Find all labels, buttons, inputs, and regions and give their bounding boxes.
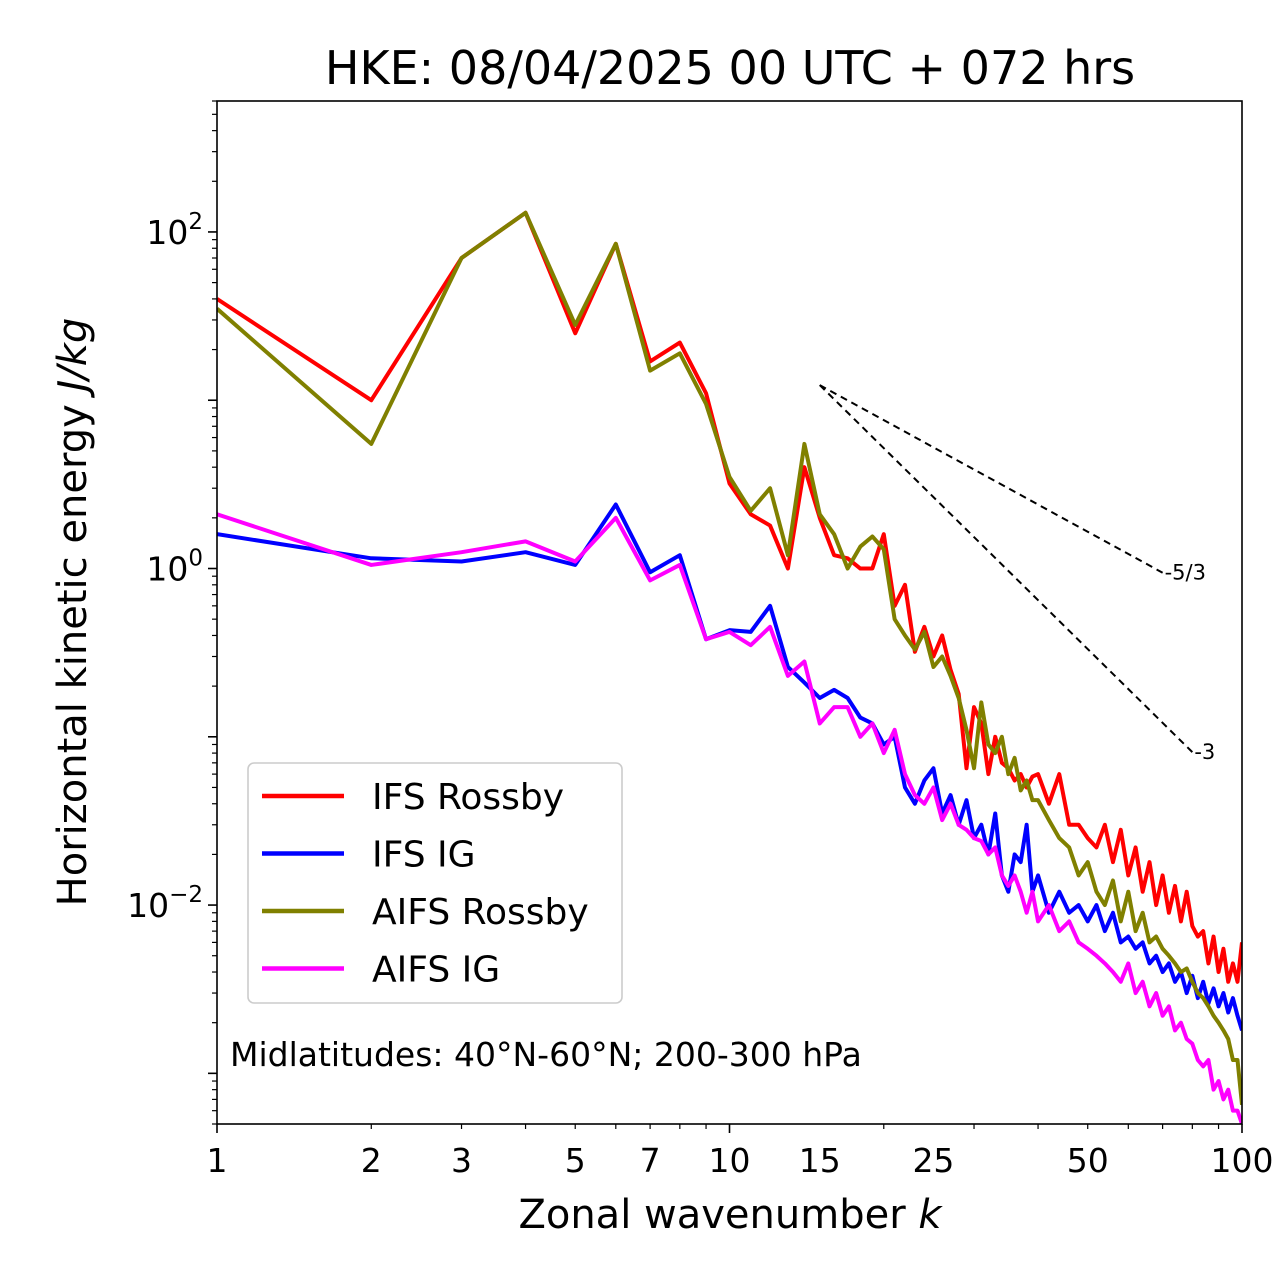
legend-label: IFS IG bbox=[372, 835, 476, 876]
x-tick-label: 5 bbox=[565, 1141, 586, 1180]
x-tick-label: 3 bbox=[451, 1141, 472, 1180]
y-axis-label: Horizontal kinetic energy J/kg bbox=[50, 318, 96, 907]
legend-items: IFS Rossby IFS IG AIFS Rossby AIFS IG bbox=[262, 777, 589, 991]
legend-label: AIFS IG bbox=[372, 950, 500, 991]
x-tick-label: 10 bbox=[709, 1141, 751, 1180]
x-axis-label: Zonal wavenumber k bbox=[518, 1192, 943, 1238]
series-line-ifs-rossby bbox=[217, 210, 1242, 984]
legend: IFS Rossby IFS IG AIFS Rossby AIFS IG bbox=[247, 762, 623, 1004]
region-annotation: Midlatitudes: 40°N-60°N; 200-300 hPa bbox=[230, 1035, 862, 1074]
legend-label: AIFS Rossby bbox=[372, 892, 589, 933]
y-tick-label: 10−2 bbox=[127, 882, 203, 925]
series-line-ifs-ig bbox=[217, 502, 1242, 1031]
x-tick-label: 50 bbox=[1067, 1141, 1109, 1180]
x-tick-label: 25 bbox=[912, 1141, 954, 1180]
x-tick-label: 15 bbox=[799, 1141, 841, 1180]
reference-slope-line bbox=[819, 384, 1164, 574]
chart-title: HKE: 08/04/2025 00 UTC + 072 hrs bbox=[325, 41, 1135, 95]
x-tick-label: 1 bbox=[207, 1141, 228, 1180]
series-line-aifs-ig bbox=[217, 512, 1242, 1124]
legend-label: IFS Rossby bbox=[372, 777, 564, 818]
x-tick-label: 2 bbox=[361, 1141, 382, 1180]
reference-slope-line bbox=[819, 384, 1194, 753]
y-axis-ticks: 102 100 10−2 bbox=[127, 100, 217, 1125]
reference-lines bbox=[819, 384, 1194, 753]
legend-box bbox=[247, 762, 623, 1004]
x-tick-label: 7 bbox=[640, 1141, 661, 1180]
y-tick-label: 102 bbox=[146, 209, 203, 252]
x-tick-label: 100 bbox=[1211, 1141, 1274, 1180]
reference-slope-label: -3 bbox=[1194, 740, 1215, 764]
x-axis-ticks: 1 2 3 5 7 10 15 25 50 100 bbox=[207, 1124, 1274, 1180]
reference-line-labels: -5/3 -3 bbox=[1165, 561, 1216, 764]
reference-slope-label: -5/3 bbox=[1165, 561, 1206, 585]
series-line-aifs-rossby bbox=[217, 210, 1242, 1106]
y-tick-label: 100 bbox=[146, 546, 203, 589]
series-lines bbox=[217, 210, 1242, 1124]
